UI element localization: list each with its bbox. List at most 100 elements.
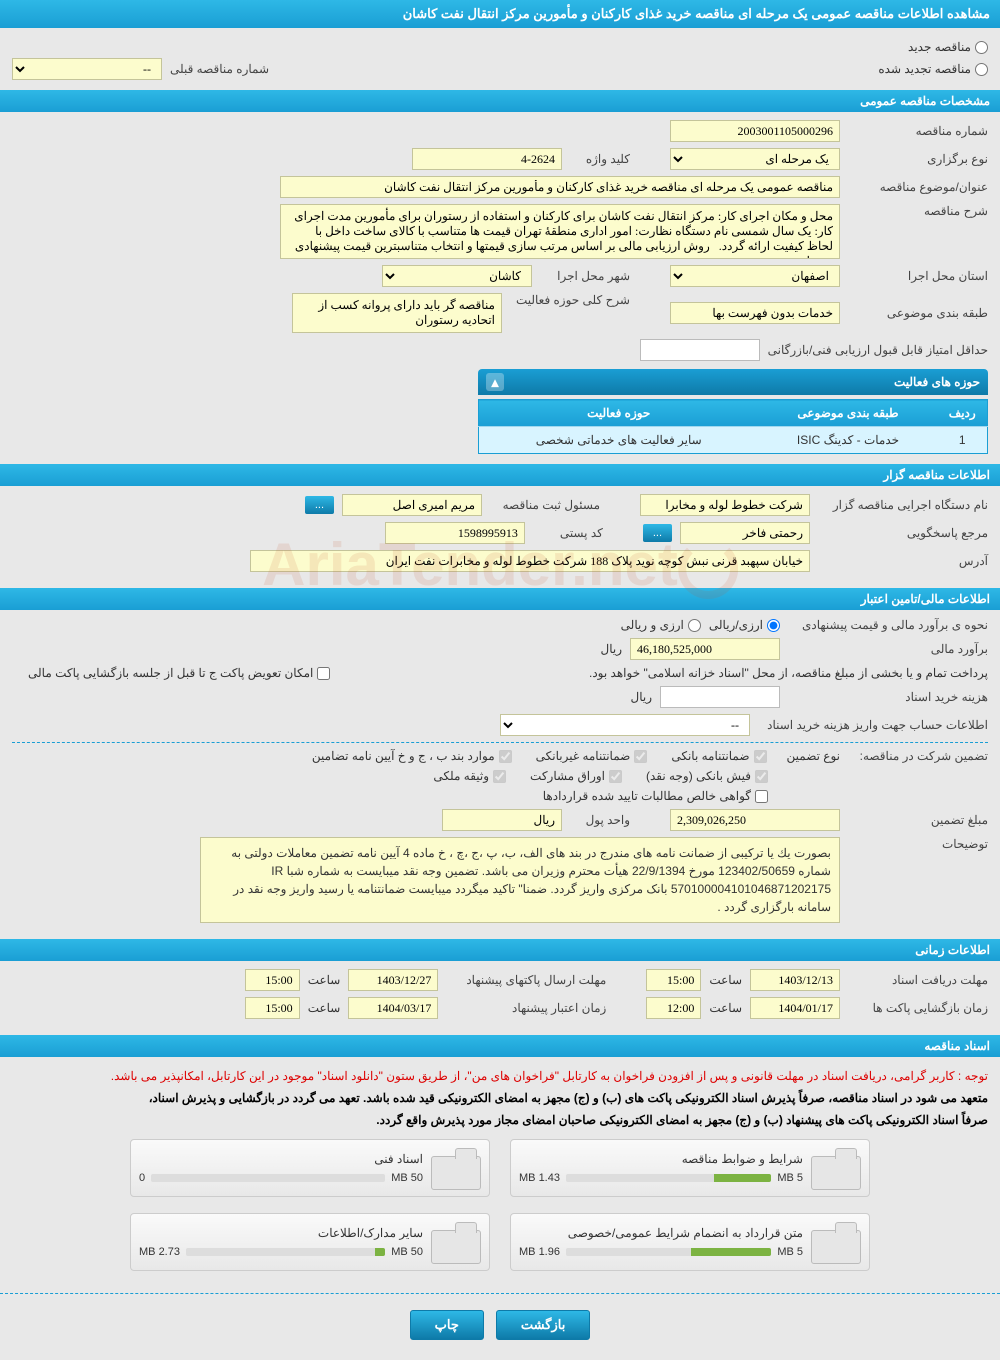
back-button[interactable]: بازگشت [496,1310,590,1340]
category-input[interactable] [670,302,840,324]
timing-area: مهلت دریافت اسناد ساعت مهلت ارسال پاکتها… [0,961,1000,1033]
doc-deadline-time[interactable] [646,969,701,991]
tender-type-area: مناقصه جدید مناقصه تجدید شده شماره مناقص… [0,28,1000,88]
agency-input[interactable] [640,494,810,516]
opening-time[interactable] [646,997,701,1019]
section-documents: اسناد مناقصه [0,1035,1000,1057]
cb-property[interactable]: وثیقه ملکی [433,769,506,783]
divider [12,742,988,743]
collapse-icon[interactable]: ▴ [486,373,504,391]
footer-buttons: بازگشت چاپ [0,1300,1000,1360]
offer-deadline-time[interactable] [245,969,300,991]
file-max: 50 MB [391,1172,423,1184]
opening-date[interactable] [750,997,840,1019]
registrar-input[interactable] [342,494,482,516]
financial-area: نحوه ی برآورد مالی و قیمت پیشنهادی ارزی/… [0,610,1000,937]
radio-new-label: مناقصه جدید [908,40,971,54]
cb-securities[interactable]: اوراق مشارکت [530,769,622,783]
keyword-input[interactable] [412,148,562,170]
file-title: سایر مدارک/اطلاعات [139,1226,423,1240]
radio-new-input[interactable] [975,41,988,54]
radio-renewed-input[interactable] [975,63,988,76]
cb-cert[interactable]: گواهی خالص مطالبات تایید شده قراردادها [543,789,768,803]
activity-table: ردیف طبقه بندی موضوعی حوزه فعالیت 1 خدما… [478,399,988,454]
section-financial: اطلاعات مالی/تامین اعتبار [0,588,1000,610]
activity-desc-label: شرح کلی حوزه فعالیت [510,293,630,307]
contact-label: مرجع پاسخگویی [818,526,988,540]
doc-deadline-date[interactable] [750,969,840,991]
print-button[interactable]: چاپ [410,1310,484,1340]
validity-label: زمان اعتبار پیشنهاد [446,1001,606,1015]
file-title: متن قرارداد به انضمام شرایط عمومی/خصوصی [519,1226,803,1240]
swap-checkbox[interactable]: امکان تعویض پاکت ج تا قبل از جلسه بازگشا… [28,666,330,680]
min-score-input[interactable] [640,339,760,361]
col-row: ردیف [938,400,988,427]
guarantee-label: تضمین شرکت در مناقصه: [848,749,988,763]
offer-deadline-date[interactable] [348,969,438,991]
doc-cost-unit: ریال [630,690,652,704]
number-label: شماره مناقصه [848,124,988,138]
file-size: 2.73 MB [139,1246,180,1258]
doc-cost-input[interactable] [660,686,780,708]
unit-input[interactable] [442,809,562,831]
province-select[interactable]: اصفهان [670,265,840,287]
postal-label: کد پستی [533,526,603,540]
postal-input[interactable] [385,522,525,544]
desc-textarea[interactable] [280,204,840,259]
agency-label: نام دستگاه اجرایی مناقصه گزار [818,498,988,512]
contact-more-button[interactable]: ... [643,524,672,542]
file-card[interactable]: متن قرارداد به انضمام شرایط عمومی/خصوصی … [510,1213,870,1271]
city-select[interactable]: کاشان [382,265,532,287]
file-card[interactable]: سایر مدارک/اطلاعات 50 MB 2.73 MB [130,1213,490,1271]
file-card[interactable]: اسناد فنی 50 MB 0 [130,1139,490,1197]
number-input[interactable] [670,120,840,142]
address-input[interactable] [250,550,810,572]
cb-nonbank[interactable]: ضمانتنامه غیربانکی [536,749,648,763]
account-select[interactable]: -- [500,714,750,736]
file-size: 1.43 MB [519,1172,560,1184]
table-row: 1 خدمات - کدینگ ISIC سایر فعالیت های خدم… [479,427,988,454]
radio-currency[interactable]: ارزی و ریالی [621,618,701,632]
doc-notice2: صرفاً اسناد الکترونیکی پاکت های پیشنهاد … [12,1109,988,1131]
footer-divider [0,1293,1000,1294]
estimate-label: برآورد مالی [788,642,988,656]
progress-bar [186,1248,385,1256]
radio-renewed[interactable]: مناقصه تجدید شده [878,62,988,76]
prev-number-select[interactable]: -- [12,58,162,80]
cb-bank[interactable]: ضمانتنامه بانکی [671,749,766,763]
activity-table-title: حوزه های فعالیت [894,375,980,389]
validity-date[interactable] [348,997,438,1019]
tender-type-radios: مناقصه جدید [12,36,988,58]
validity-time[interactable] [245,997,300,1019]
cb-bond[interactable]: موارد بند ب ، ج و خ آیین نامه تضامین [312,749,512,763]
registrar-label: مسئول ثبت مناقصه [490,498,600,512]
type-select[interactable]: یک مرحله ای [670,148,840,170]
opening-label: زمان بازگشایی پاکت ها [848,1001,988,1015]
radio-rial[interactable]: ارزی/ریالی [709,618,780,632]
unit-label: واحد پول [570,813,630,827]
category-label: طبقه بندی موضوعی [848,306,988,320]
doc-deadline-label: مهلت دریافت اسناد [848,973,988,987]
province-label: استان محل اجرا [848,269,988,283]
cb-cash[interactable]: فیش بانکی (وجه نقد) [646,769,768,783]
folder-icon [813,1222,861,1262]
contact-input[interactable] [680,522,810,544]
type-label: نوع برگزاری [848,152,988,166]
prev-number-label: شماره مناقصه قبلی [170,62,269,76]
guarantee-type-label: نوع تضمین [787,749,840,763]
section-general: مشخصات مناقصه عمومی [0,90,1000,112]
doc-warning: توجه : کاربر گرامی، دریافت اسناد در مهلت… [12,1065,988,1087]
file-max: 50 MB [391,1246,423,1258]
file-card[interactable]: شرایط و ضوابط مناقصه 5 MB 1.43 MB [510,1139,870,1197]
col-category: طبقه بندی موضوعی [758,400,937,427]
activity-desc-input[interactable] [292,293,502,333]
estimate-input[interactable] [630,638,780,660]
radio-new[interactable]: مناقصه جدید [908,40,988,54]
registrar-more-button[interactable]: ... [305,496,334,514]
desc-label: شرح مناقصه [848,204,988,218]
amount-input[interactable] [670,809,840,831]
subject-input[interactable] [280,176,840,198]
time-lbl-3: ساعت [709,1001,742,1015]
progress-bar [151,1174,385,1182]
activity-table-header: حوزه های فعالیت ▴ [478,369,988,395]
